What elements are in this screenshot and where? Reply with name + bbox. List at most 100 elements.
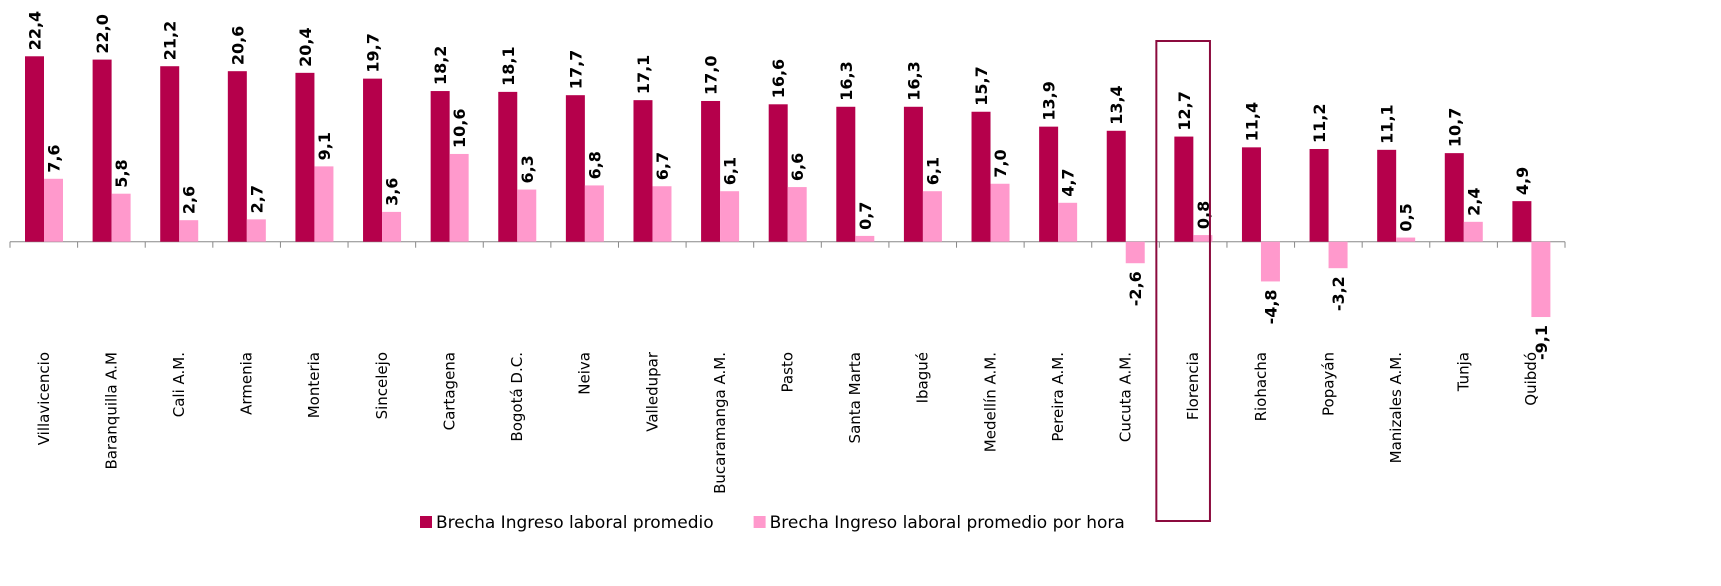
bar [1377,149,1397,242]
x-tick-label: Valledupar [643,351,661,432]
bar [1125,241,1145,264]
bar [720,191,740,242]
data-label: 18,2 [431,46,450,85]
bar [855,235,875,242]
data-label: 9,1 [315,132,334,160]
data-label: 10,6 [450,108,469,147]
bar [1039,126,1059,242]
x-tick-label: Cucuta A.M. [1117,352,1135,442]
bar [922,191,942,242]
data-label: 20,4 [296,27,315,66]
bar [836,106,856,242]
bar [517,189,537,242]
data-label: 13,9 [1040,81,1059,120]
bar [25,56,44,242]
bar [92,59,112,242]
data-label: 2,4 [1464,187,1483,215]
bar [701,100,721,242]
bar [565,95,585,242]
data-label: -3,2 [1329,276,1348,311]
data-label: 0,8 [1194,201,1213,229]
bar [430,91,450,242]
bar [363,78,383,242]
x-tick-label: Ibagué [914,352,932,403]
data-label: 22,4 [26,11,45,50]
data-label: 6,1 [721,157,740,185]
data-label: 3,6 [383,178,402,206]
x-tick-label: Villavicencio [35,352,53,445]
x-tick-label: Bucaramanga A.M. [711,352,729,494]
x-tick-label: Neiva [576,352,594,395]
x-tick-label: Pereira A.M. [1049,352,1067,442]
bar [1193,235,1213,242]
bar [111,193,131,242]
bar [295,72,315,242]
data-label: 6,7 [653,152,672,180]
x-tick-label: Tunja [1455,352,1473,392]
bar [584,185,604,242]
x-tick-label: Riohacha [1252,352,1270,421]
bar [498,91,518,242]
data-label: 10,7 [1445,108,1464,147]
x-tick-label: Popayán [1319,352,1337,416]
data-label: -9,1 [1532,325,1551,360]
bar [1396,237,1416,242]
data-label: 7,6 [45,144,64,172]
x-tick-label: Bogotá D.C. [508,352,526,442]
data-label: 7,0 [991,149,1010,177]
data-label: 0,7 [856,202,875,230]
data-label: 2,7 [247,185,266,213]
data-label: 20,6 [228,26,247,65]
bar [382,211,402,242]
data-label: 5,8 [112,159,131,187]
bar [1531,241,1551,318]
bar [787,187,807,242]
legend-label: Brecha Ingreso laboral promedio por hora [770,513,1125,533]
x-tick-label: Medellín A.M. [981,352,999,452]
data-label: 19,7 [364,33,383,72]
data-label: 17,0 [702,56,721,95]
bar [160,66,180,242]
data-label: 13,4 [1107,85,1126,124]
x-tick-label: Florencia [1184,352,1202,420]
data-label: 22,0 [93,14,112,53]
x-tick-label: Cali A.M. [170,352,188,417]
bar [1174,136,1194,242]
bar [1260,241,1280,282]
bar [314,166,334,242]
bar [179,220,199,242]
data-label: 2,6 [180,186,199,214]
x-tick-label: Armenia [238,352,256,415]
data-label: 0,5 [1397,203,1416,231]
legend-label: Brecha Ingreso laboral promedio [436,513,714,533]
legend-swatch [753,516,766,528]
data-label: 16,3 [904,61,923,100]
bar [1512,201,1532,242]
data-label: 6,6 [788,153,807,181]
data-label: 6,1 [923,157,942,185]
data-label: 12,7 [1175,91,1194,130]
x-tick-label: Baranquilla A.M [102,352,120,470]
highlight-box [1155,40,1211,522]
data-label: 6,3 [518,155,537,183]
data-label: 18,1 [499,46,518,85]
x-tick-label: Sincelejo [373,352,391,419]
bar [971,111,991,242]
bar [246,219,266,242]
data-label: 6,8 [585,151,604,179]
bar [1309,148,1329,242]
data-label: 11,2 [1310,104,1329,143]
x-tick-label: Quibdó [1522,352,1540,406]
data-label: -4,8 [1261,289,1280,324]
x-tick-label: Monteria [305,352,323,418]
bar [1241,147,1261,242]
bar [990,183,1010,242]
bar [1444,153,1464,242]
bar [768,104,788,242]
data-label: 17,1 [634,55,653,94]
data-label: 21,2 [161,21,180,60]
bar [449,153,469,242]
bar [1058,202,1078,242]
bar [1106,130,1126,242]
